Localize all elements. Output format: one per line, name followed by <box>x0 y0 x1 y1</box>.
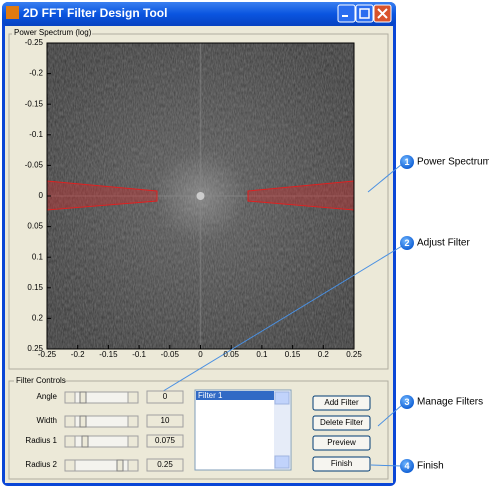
slider-arrow[interactable] <box>64 391 76 404</box>
slider-thumb[interactable] <box>79 415 87 428</box>
x-tick-label: 0.2 <box>318 350 330 359</box>
slider-arrow[interactable] <box>64 459 76 472</box>
x-tick-label: -0.25 <box>38 350 57 359</box>
button-label[interactable]: Add Filter <box>324 398 359 407</box>
callout-label: Manage Filters <box>417 397 483 408</box>
dc-peak <box>196 192 205 200</box>
title-bar <box>2 2 396 26</box>
y-tick-label: 0.2 <box>32 314 44 323</box>
panel-title: Filter Controls <box>16 376 66 385</box>
slider-thumb[interactable] <box>79 391 87 404</box>
button[interactable] <box>312 415 371 431</box>
button-label[interactable]: Finish <box>331 459 352 468</box>
y-tick-label: -0.25 <box>25 38 44 47</box>
slider-thumb[interactable] <box>81 435 89 448</box>
y-tick-label: 0.1 <box>32 252 44 261</box>
button-label[interactable]: Preview <box>327 438 356 447</box>
button[interactable] <box>312 456 371 472</box>
list-item[interactable]: Filter 1 <box>198 391 223 400</box>
callout-badge <box>400 395 414 409</box>
callout-label: Finish <box>417 461 444 472</box>
callout-line <box>159 163 403 467</box>
y-tick-label: -0.05 <box>25 161 44 170</box>
window-title: 2D FFT Filter Design Tool <box>23 6 167 20</box>
slider-arrow[interactable] <box>127 415 139 428</box>
y-tick-label: -0.2 <box>29 69 43 78</box>
spectrum-panel <box>8 33 389 370</box>
y-tick-label: -0.15 <box>25 99 44 108</box>
x-tick-label: -0.05 <box>161 350 180 359</box>
row-label: Radius 2 <box>25 460 57 469</box>
x-tick-label: 0.25 <box>346 350 362 359</box>
app-icon <box>6 6 19 19</box>
callout-label: Adjust Filter <box>417 238 470 249</box>
callout-number: 1 <box>404 157 409 167</box>
scroll-down[interactable] <box>274 455 290 469</box>
y-tick-label: 0.15 <box>27 283 43 292</box>
slider-arrow[interactable] <box>127 391 139 404</box>
slider-arrow[interactable] <box>127 459 139 472</box>
slider[interactable] <box>64 435 139 448</box>
x-tick-label: -0.15 <box>99 350 118 359</box>
panel-title-bg <box>14 376 64 386</box>
x-tick-label: 0.1 <box>256 350 268 359</box>
edit-value: 10 <box>161 416 170 425</box>
y-tick-label: 0.05 <box>27 222 43 231</box>
edit-value: 0.075 <box>155 436 176 445</box>
row-label: Radius 1 <box>25 436 57 445</box>
callout-badge <box>400 459 414 473</box>
callout-label: Power Spectrum <box>417 157 489 168</box>
button[interactable] <box>312 435 371 451</box>
y-tick-label: 0 <box>39 191 44 200</box>
button[interactable] <box>312 395 371 411</box>
slider-arrow[interactable] <box>64 415 76 428</box>
edit-box[interactable] <box>146 458 184 472</box>
button-label[interactable]: Delete Filter <box>320 418 363 427</box>
scrollbar <box>274 391 290 469</box>
x-tick-label: 0.15 <box>285 350 301 359</box>
callout-badge <box>400 236 414 250</box>
x-tick-label: 0 <box>198 350 203 359</box>
panel-title-bg <box>12 28 92 38</box>
y-tick-label: 0.25 <box>27 344 43 353</box>
minimize-button[interactable] <box>337 4 356 23</box>
edit-box[interactable] <box>146 390 184 404</box>
edit-value: 0 <box>163 392 168 401</box>
callout-number: 3 <box>404 397 409 407</box>
slider[interactable] <box>64 459 139 472</box>
slider[interactable] <box>64 415 139 428</box>
row-label: Width <box>37 416 57 425</box>
minimize-icon <box>342 15 348 17</box>
edit-box[interactable] <box>146 414 184 428</box>
scroll-up[interactable] <box>274 391 290 405</box>
maximize-button[interactable] <box>355 4 374 23</box>
slider-arrow[interactable] <box>64 435 76 448</box>
y-tick-label: -0.1 <box>29 130 43 139</box>
x-tick-label: -0.1 <box>132 350 146 359</box>
slider-thumb[interactable] <box>116 459 124 472</box>
x-tick-label: 0.05 <box>223 350 239 359</box>
panel-title: Power Spectrum (log) <box>14 28 92 37</box>
selected-item <box>196 391 274 400</box>
callout-number: 4 <box>404 461 409 471</box>
close-icon <box>377 8 388 19</box>
slider-arrow[interactable] <box>127 435 139 448</box>
slider[interactable] <box>64 391 139 404</box>
callout-number: 2 <box>404 238 409 248</box>
row-label: Angle <box>37 392 58 401</box>
edit-box[interactable] <box>146 434 184 448</box>
maximize-icon <box>359 8 370 19</box>
controls-panel <box>8 380 389 480</box>
x-tick-label: -0.2 <box>71 350 85 359</box>
callout-badge <box>400 155 414 169</box>
edit-value: 0.25 <box>157 460 173 469</box>
